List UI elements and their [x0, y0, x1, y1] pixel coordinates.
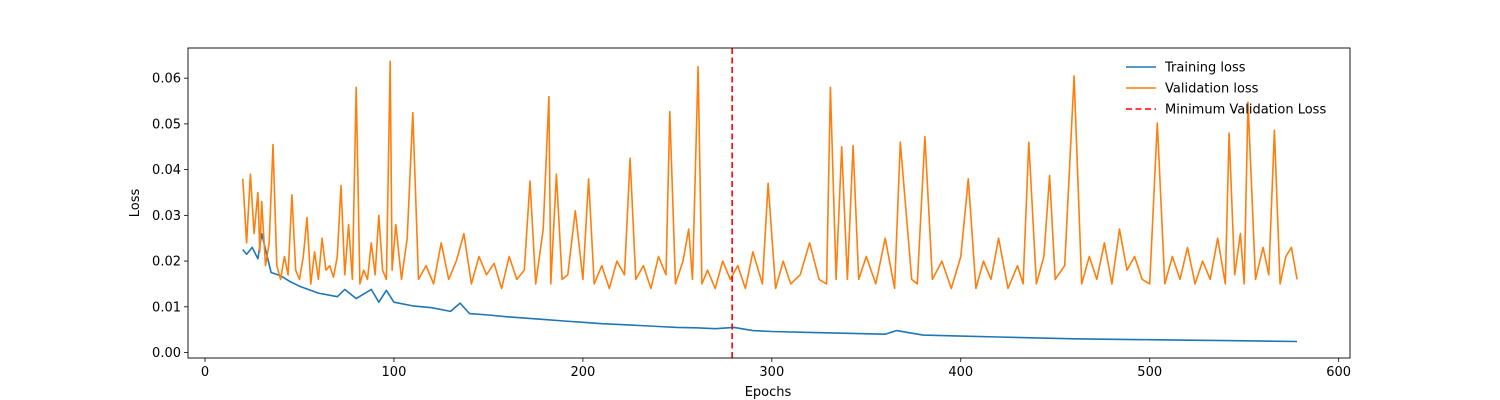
legend: Training loss Validation loss Minimum Vali… [1126, 61, 1326, 118]
y-tick-label: 0.01 [152, 300, 181, 315]
y-tick-label: 0.00 [152, 346, 181, 361]
y-tick-label: 0.04 [152, 163, 181, 178]
legend-label: Training loss [1164, 61, 1246, 76]
y-tick-label: 0.06 [152, 72, 181, 87]
y-tick-label: 0.05 [152, 117, 181, 132]
legend-label: Minimum Validation Loss [1165, 103, 1326, 118]
y-tick-label: 0.03 [152, 209, 181, 224]
validation-loss-line [242, 60, 1298, 290]
x-tick-label: 400 [948, 365, 973, 380]
x-tick-label: 0 [201, 365, 209, 380]
y-axis-label: Loss [128, 189, 143, 218]
x-axis-label: Epochs [745, 385, 792, 400]
legend-label: Validation loss [1165, 82, 1259, 97]
x-tick-label: 100 [382, 365, 407, 380]
training-loss-line [242, 232, 1298, 343]
y-tick-label: 0.02 [152, 255, 181, 270]
x-tick-label: 200 [570, 365, 595, 380]
x-tick-label: 600 [1326, 365, 1351, 380]
x-tick-label: 300 [759, 365, 784, 380]
plot-frame [187, 47, 1351, 359]
x-tick-label: 500 [1137, 365, 1162, 380]
